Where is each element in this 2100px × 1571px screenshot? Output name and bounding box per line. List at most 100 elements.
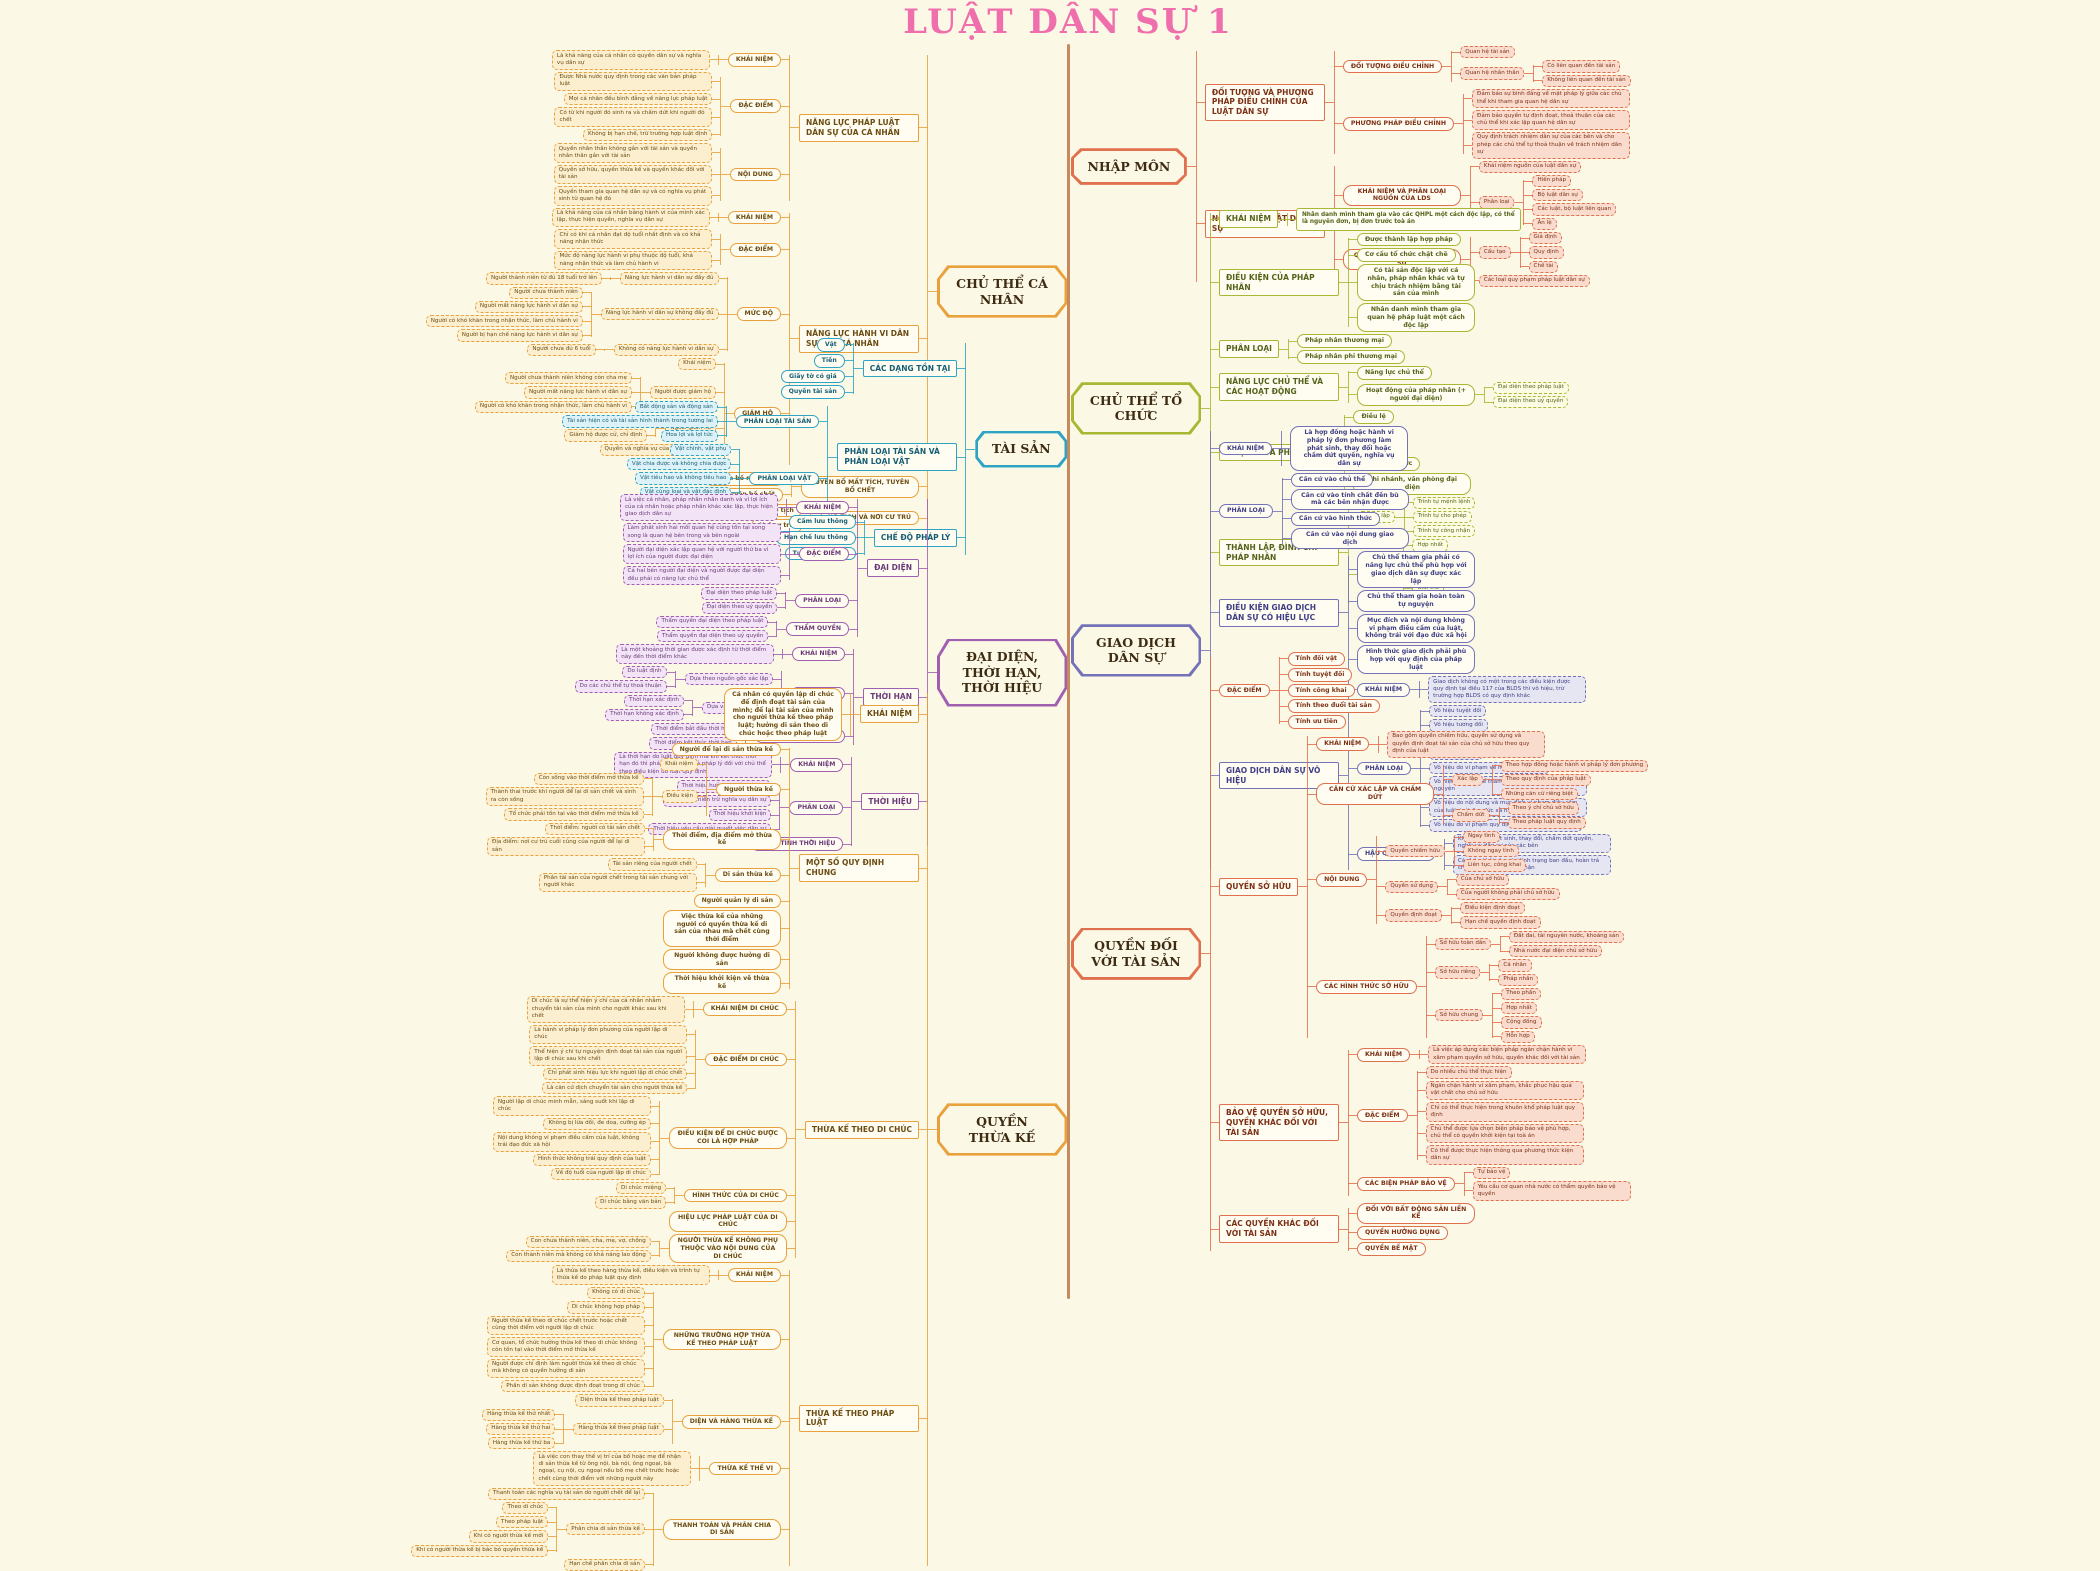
detail-node[interactable]: Có liên quan đến tài sản (1542, 60, 1620, 72)
detail-node[interactable]: Liên tục, công khai (1463, 859, 1526, 871)
detail-node[interactable]: Quyền sử dụng (1385, 881, 1437, 893)
subtopic-node[interactable]: KHÁI NIỆM (1357, 1048, 1410, 1062)
subtopic-node[interactable]: ĐẶC ĐIỂM DI CHÚC (705, 1053, 787, 1067)
detail-node[interactable]: Khái niệm nguồn của luật dân sự (1479, 161, 1581, 173)
detail-node[interactable]: Là một khoảng thời gian được xác định từ… (616, 644, 774, 664)
detail-node[interactable]: Hạn chế quyền định đoạt (1460, 916, 1541, 928)
detail-node[interactable]: Người có khó khăn trong nhận thức, làm c… (426, 315, 583, 327)
detail-node[interactable]: Không liên quan đến tài sản (1542, 75, 1630, 87)
detail-node[interactable]: Chủ thể được lựa chọn biện pháp bảo vệ p… (1426, 1124, 1584, 1144)
detail-node[interactable]: Người chưa thành niên (509, 287, 583, 299)
detail-node[interactable]: Của chủ sở hữu (1456, 874, 1509, 886)
topic-node[interactable]: QUYỀN SỞ HỮU (1219, 878, 1298, 896)
detail-node[interactable]: Điều kiện (662, 790, 698, 802)
subtopic-node[interactable]: ĐẶC ĐIỂM (799, 547, 850, 561)
subtopic-node[interactable]: DIỆN VÀ HÀNG THỪA KẾ (682, 1415, 781, 1429)
detail-node[interactable]: Theo di chúc (502, 1502, 548, 1514)
detail-node[interactable]: Là việc áp dụng các biện pháp ngăn chặn … (1428, 1045, 1586, 1065)
subtopic-node[interactable]: KHÁI NIỆM VÀ PHÂN LOẠI NGUỒN CỦA LDS (1343, 185, 1461, 207)
subtopic-node[interactable]: KHÁI NIỆM (728, 53, 781, 67)
detail-node[interactable]: Khái niệm (660, 758, 698, 770)
subtopic-node[interactable]: ĐỐI TƯỢNG ĐIỀU CHỈNH (1343, 60, 1442, 74)
detail-node[interactable]: Mức độ năng lực hành vi phụ thuộc độ tuổ… (554, 251, 712, 271)
detail-node[interactable]: Chỉ có khi cá nhân đạt độ tuổi nhất định… (554, 229, 712, 249)
detail-node[interactable]: Ngay tình (1463, 831, 1500, 843)
detail-node[interactable]: Không ngay tình (1463, 845, 1519, 857)
detail-node[interactable]: Địa điểm: nơi cư trú cuối cùng của người… (487, 837, 645, 857)
detail-node[interactable]: Đảm bảo quyền tự định đoạt, thoả thuận c… (1472, 110, 1630, 130)
subtopic-node[interactable]: Năng lực chủ thể (1357, 366, 1432, 380)
detail-node[interactable]: Bất động sản và động sản (635, 401, 718, 413)
subtopic-node[interactable]: Nhân danh mình tham gia quan hệ pháp luậ… (1357, 303, 1475, 332)
subtopic-node[interactable]: NỘI DUNG (1316, 873, 1367, 887)
detail-node[interactable]: Quyền sở hữu, quyền thừa kế và quyền khá… (554, 165, 712, 185)
detail-node[interactable]: Người được chỉ định làm người thừa kế th… (487, 1359, 645, 1379)
subtopic-node[interactable]: Cơ cấu tổ chức chặt chẽ (1357, 248, 1456, 262)
note-node[interactable]: Nhân danh mình tham gia vào các QHPL một… (1296, 208, 1521, 231)
topic-node[interactable]: BẢO VỆ QUYỀN SỞ HỮU, QUYỀN KHÁC ĐỐI VỚI … (1219, 1104, 1339, 1141)
subtopic-node[interactable]: Căn cứ vào hình thức (1291, 512, 1380, 526)
detail-node[interactable]: Hàng thừa kế thứ hai (486, 1423, 555, 1435)
subtopic-node[interactable]: Chủ thể tham gia hoàn toàn tự nguyện (1357, 590, 1475, 612)
subtopic-node[interactable]: KHÁI NIỆM (1316, 737, 1369, 751)
subtopic-node[interactable]: ĐIỀU KIỆN ĐỂ DI CHÚC ĐƯỢC COI LÀ HỢP PHÁ… (669, 1127, 787, 1149)
subtopic-node[interactable]: CÁC HÌNH THỨC SỞ HỮU (1316, 980, 1417, 994)
subtopic-node[interactable]: Thời điểm, địa điểm mở thừa kế (663, 829, 781, 851)
subtopic-node[interactable]: ĐỐI VỚI BẤT ĐỘNG SẢN LIỀN KỀ (1357, 1203, 1475, 1225)
detail-node[interactable]: Còn sống vào thời điểm mở thừa kế (534, 773, 644, 785)
detail-node[interactable]: Hợp nhất (1501, 1002, 1537, 1014)
branch-root-node[interactable]: QUYỀN ĐỐI VỚI TÀI SẢN (1071, 928, 1201, 980)
subtopic-node[interactable]: Là hợp đồng hoặc hành vi pháp lý đơn phư… (1290, 426, 1408, 471)
subtopic-node[interactable]: Tính đối vật (1288, 652, 1345, 666)
detail-node[interactable]: Vật chia được và không chia được (627, 458, 732, 470)
detail-node[interactable]: Tài sản riêng của người chết (608, 858, 697, 870)
detail-node[interactable]: Về độ tuổi của người lập di chúc (551, 1168, 651, 1180)
subtopic-node[interactable]: PHƯƠNG PHÁP ĐIỀU CHỈNH (1343, 117, 1454, 131)
detail-node[interactable]: Quan hệ nhân thân (1460, 67, 1524, 79)
detail-node[interactable]: Những căn cứ riêng biệt (1501, 788, 1578, 800)
subtopic-node[interactable]: KHÁI NIỆM (728, 211, 781, 225)
subtopic-node[interactable]: QUYỀN HƯỞNG DỤNG (1357, 1226, 1448, 1240)
detail-node[interactable]: Quyền nhân thân không gắn với tài sản và… (554, 143, 712, 163)
subtopic-node[interactable]: KHÁI NIỆM (728, 1268, 781, 1282)
detail-node[interactable]: Đảm bảo sự bình đẳng về mặt pháp lý giữa… (1472, 89, 1630, 109)
detail-node[interactable]: Chỉ có thể thực hiện trong khuôn khổ phá… (1426, 1102, 1584, 1122)
detail-node[interactable]: Thành thai trước khi người để lại di sản… (486, 787, 644, 807)
topic-node[interactable]: PHÂN LOẠI (1219, 340, 1279, 358)
subtopic-node[interactable]: Người không được hưởng di sản (663, 949, 781, 971)
subtopic-node[interactable]: Có tài sản độc lập với cá nhân, pháp nhâ… (1357, 264, 1475, 301)
detail-node[interactable]: Khi có người thừa kế bị bác bỏ quyền thừ… (411, 1545, 548, 1557)
detail-node[interactable]: Con chưa thành niên, cha, mẹ, vợ, chồng (526, 1236, 651, 1248)
detail-node[interactable]: Vật chính, vật phụ (670, 444, 731, 456)
subtopic-node[interactable]: KHÁI NIỆM (792, 647, 845, 661)
subtopic-node[interactable]: NHỮNG TRƯỜNG HỢP THỪA KẾ THEO PHÁP LUẬT (663, 1329, 781, 1351)
detail-node[interactable]: Mọi cá nhân đều bình đẳng về năng lực ph… (564, 93, 713, 105)
subtopic-node[interactable]: Giấy tờ có giá (781, 370, 845, 384)
detail-node[interactable]: Người đại diện xác lập quan hệ với người… (623, 544, 781, 564)
subtopic-node[interactable]: THANH TOÁN VÀ PHÂN CHIA DI SẢN (663, 1519, 781, 1541)
detail-node[interactable]: Thanh toán các nghĩa vụ tài sản do người… (488, 1488, 645, 1500)
detail-node[interactable]: Hàng thừa kế thứ nhất (482, 1409, 555, 1421)
subtopic-node[interactable]: Tính công khai (1288, 684, 1355, 698)
detail-node[interactable]: Cá nhân (1498, 959, 1531, 971)
detail-node[interactable]: Của người không phải chủ sở hữu (1456, 888, 1560, 900)
detail-node[interactable]: Khi có người thừa kế mới (469, 1530, 549, 1542)
subtopic-node[interactable]: Chủ thể tham gia phải có năng lực chủ th… (1357, 551, 1475, 588)
subtopic-node[interactable]: PHÂN LOẠI TÀI SẢN (736, 415, 819, 429)
detail-node[interactable]: Di chúc không hợp pháp (567, 1301, 645, 1313)
detail-node[interactable]: Theo pháp luật (496, 1516, 548, 1528)
detail-node[interactable]: Thẩm quyền đại diện theo pháp luật (656, 616, 768, 628)
detail-node[interactable]: Chỉ phát sinh hiệu lực khi người lập di … (543, 1068, 687, 1080)
detail-node[interactable]: Di chúc bằng văn bản (595, 1196, 666, 1208)
detail-node[interactable]: Là khả năng của cá nhân bằng hành vi của… (552, 208, 710, 228)
subtopic-node[interactable]: CĂN CỨ XÁC LẬP VÀ CHẤM DỨT (1316, 783, 1434, 805)
detail-node[interactable]: Yêu cầu cơ quan nhà nước có thẩm quyền b… (1473, 1181, 1631, 1201)
detail-node[interactable]: Đại diện theo pháp luật (701, 587, 777, 599)
topic-node[interactable]: ĐIỀU KIỆN CỦA PHÁP NHÂN (1219, 269, 1339, 297)
subtopic-node[interactable]: CÁC BIỆN PHÁP BẢO VỆ (1357, 1177, 1455, 1191)
detail-node[interactable]: Làm phát sinh hai mối quan hệ cùng tồn t… (623, 523, 781, 543)
detail-node[interactable]: Bao gồm quyền chiếm hữu, quyền sử dụng v… (1387, 731, 1545, 758)
subtopic-node[interactable]: Tính tuyệt đối (1288, 668, 1353, 682)
detail-node[interactable]: Quyền chiếm hữu (1385, 845, 1445, 857)
detail-node[interactable]: Là việc cá nhân, pháp nhân nhân danh và … (620, 494, 778, 521)
